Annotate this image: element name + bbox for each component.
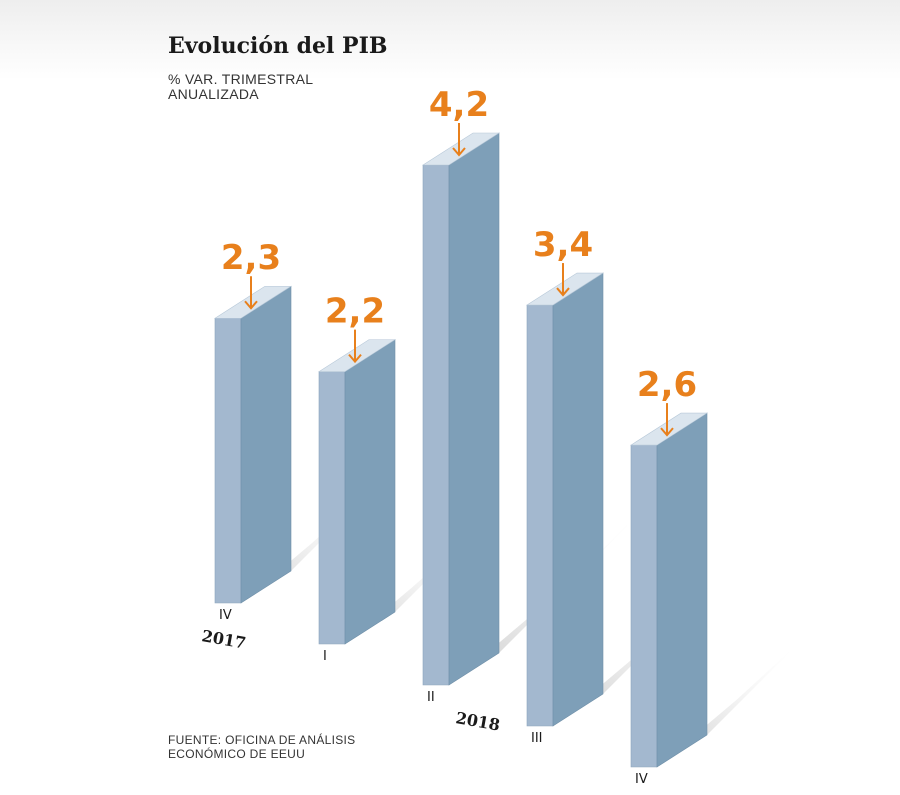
source-note: FUENTE: OFICINA DE ANÁLISIS ECONÓMICO DE… [168, 733, 356, 761]
bar-top [317, 339, 397, 372]
chart-subtitle: % VAR. TRIMESTRAL ANUALIZADA [168, 71, 313, 102]
bar-top [421, 132, 501, 166]
value-label: 2,2 [325, 292, 385, 332]
value-arrow-head [348, 353, 362, 364]
value-label: 4,2 [429, 85, 489, 125]
bar [317, 339, 397, 645]
bar-side [656, 412, 708, 768]
bar-top [525, 272, 605, 306]
year-label: 2017 [200, 626, 247, 652]
value-arrow-head [556, 287, 570, 297]
category-label: III [531, 731, 543, 746]
bar-front [318, 371, 346, 645]
bars [213, 132, 709, 768]
value-label: 3,4 [533, 225, 593, 265]
category-label: IV [635, 772, 648, 787]
bar [525, 272, 605, 727]
chart-title: Evolución del PIB [168, 33, 388, 59]
bar-front [630, 444, 658, 768]
bar-side [448, 132, 500, 686]
value-arrow-head [660, 427, 674, 437]
bar-top [213, 285, 293, 319]
bar [213, 285, 293, 604]
value-labels: 2,3 2,2 4,2 3,4 2,6 [221, 85, 697, 437]
bar-front [214, 317, 242, 604]
bar [629, 412, 709, 768]
value-label: 2,6 [637, 365, 697, 405]
value-label: 2,3 [221, 238, 281, 278]
category-label: II [427, 690, 435, 705]
header-background [0, 0, 900, 80]
category-label: IV [219, 608, 232, 623]
value-arrow-head [452, 147, 466, 157]
year-label: 2018 [454, 708, 501, 734]
bar-side [552, 272, 604, 727]
bar-front [526, 304, 554, 727]
bar-top [629, 412, 709, 446]
bar [421, 132, 501, 686]
bar-side [240, 285, 292, 604]
value-arrow-head [244, 300, 258, 310]
category-label: I [323, 649, 327, 664]
bar-front [422, 164, 450, 686]
bar-side [344, 339, 396, 645]
